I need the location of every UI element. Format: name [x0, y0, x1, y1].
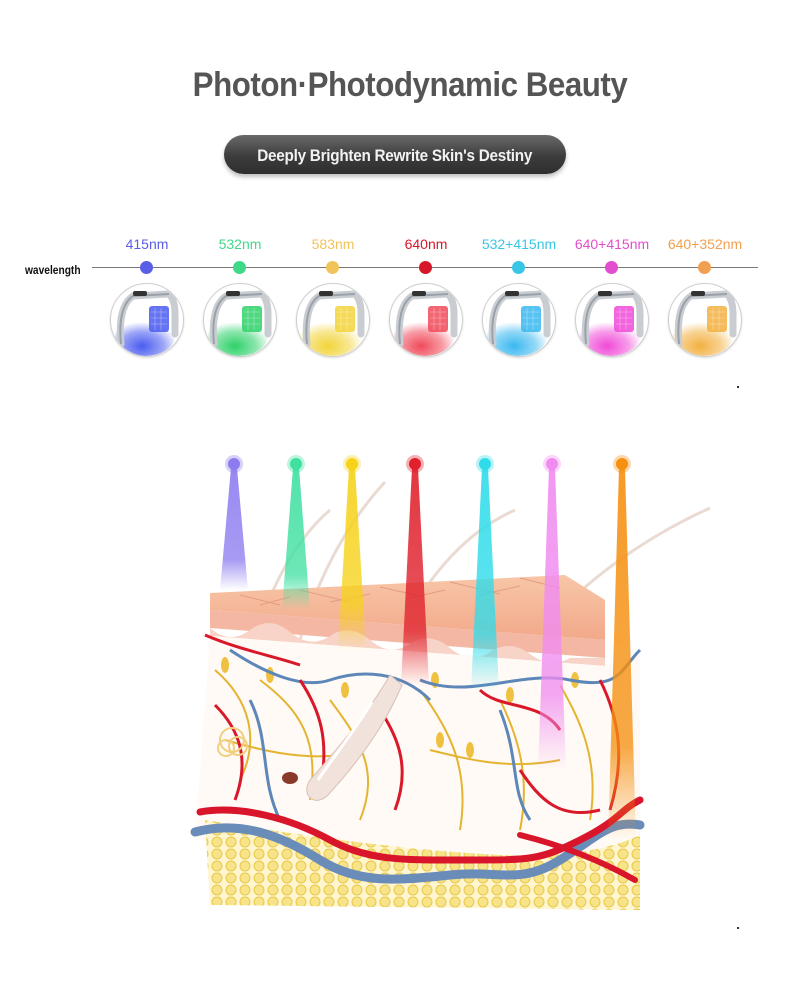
light-beams [220, 455, 636, 840]
light-source-dot [346, 458, 358, 470]
led-mask-blue-icon [110, 283, 184, 357]
wavelength-item-640-415nm: 640+415nm [562, 236, 662, 274]
light-source-dot [409, 458, 421, 470]
page-title: Photon·Photodynamic Beauty [192, 66, 628, 104]
light-source-dot [479, 458, 491, 470]
sweat-gland [217, 727, 248, 757]
stray-mark [737, 927, 739, 929]
led-mask-pink-icon [575, 283, 649, 357]
wavelength-dot [233, 261, 246, 274]
hair-follicle [282, 674, 403, 801]
wavelength-dot [698, 261, 711, 274]
wavelength-dot [326, 261, 339, 274]
led-mask-yellow-icon [296, 283, 370, 357]
wavelength-label: 640+415nm [574, 236, 650, 252]
subtitle-banner: Deeply Brighten Rewrite Skin's Destiny [224, 135, 566, 174]
led-mask-cyan-icon [482, 283, 556, 357]
stray-mark [737, 386, 739, 388]
wavelength-item-583nm: 583nm [283, 236, 383, 274]
light-beam [401, 468, 429, 685]
deep-artery [196, 796, 644, 864]
dermis-layer [195, 636, 640, 870]
wavelength-label: 640nm [404, 236, 448, 252]
light-beam [608, 468, 636, 840]
wavelength-label: 583nm [311, 236, 355, 252]
wavelength-axis-label: wavelength [25, 263, 81, 277]
light-beam [282, 468, 310, 610]
wavelength-item-640nm: 640nm [376, 236, 476, 274]
light-beam [338, 468, 366, 650]
wavelength-dot [140, 261, 153, 274]
light-beam [220, 468, 248, 590]
wavelength-dot [419, 261, 432, 274]
wavelength-label: 640+352nm [667, 236, 743, 252]
wavelength-item-532-415nm: 532+415nm [469, 236, 569, 274]
led-mask-green-icon [203, 283, 277, 357]
wavelength-label: 415nm [125, 236, 169, 252]
light-source-dot [616, 458, 628, 470]
wavelength-label: 532nm [218, 236, 262, 252]
light-source-dot [290, 458, 302, 470]
fat-layer [205, 820, 640, 910]
deep-vein [190, 819, 645, 884]
wavelength-item-532nm: 532nm [190, 236, 290, 274]
light-beam [471, 468, 499, 690]
wavelength-label: 532+415nm [481, 236, 557, 252]
light-source-dot [546, 458, 558, 470]
wavelength-dot [605, 261, 618, 274]
wavelength-dot [512, 261, 525, 274]
branch-artery [517, 832, 638, 883]
led-mask-orange-icon [668, 283, 742, 357]
light-beam [538, 468, 566, 770]
wavelength-item-640-352nm: 640+352nm [655, 236, 755, 274]
subtitle-text: Deeply Brighten Rewrite Skin's Destiny [257, 146, 533, 165]
led-mask-red-icon [389, 283, 463, 357]
light-source-dot [228, 458, 240, 470]
wavelength-item-415nm: 415nm [97, 236, 197, 274]
gland [282, 772, 298, 784]
skin-layers-illustration [190, 455, 711, 910]
